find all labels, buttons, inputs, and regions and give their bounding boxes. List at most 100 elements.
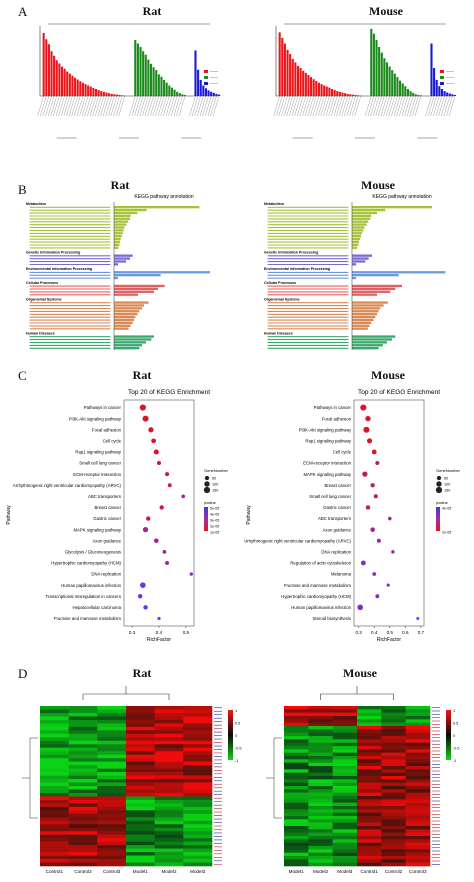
heatmap-column-label: Model1: [133, 869, 149, 874]
kegg-bar: [352, 254, 372, 257]
heatmap-cell: [332, 742, 358, 747]
heatmap-cell: [357, 719, 382, 723]
heatmap-cell: [183, 803, 213, 808]
heatmap-column-label: Model3: [190, 869, 206, 874]
kegg-bar: [352, 338, 392, 341]
heatmap-cell: [284, 776, 309, 780]
kegg-bar: [114, 274, 161, 277]
heatmap-cell: [68, 817, 98, 822]
heatmap-cell: [97, 723, 127, 728]
heatmap-cell: [381, 729, 406, 733]
kegg-bar: [352, 344, 383, 347]
heatmap-cell: [381, 736, 406, 740]
go-bar: [409, 91, 412, 96]
heatmap-cell: [284, 729, 309, 733]
heatmap-cell: [154, 768, 184, 773]
heatmap-cell: [381, 776, 406, 780]
heatmap-cell: [183, 862, 213, 867]
heatmap-cell: [183, 792, 213, 797]
enrich-point: [167, 483, 172, 488]
heatmap-cell: [332, 772, 358, 777]
heatmap-cell: [332, 766, 358, 770]
panel-letter-a: A: [18, 4, 28, 19]
heatmap-cell: [40, 772, 69, 776]
heatmap-cell: [332, 836, 358, 840]
heatmap-cell: [40, 740, 69, 745]
go-bar: [136, 43, 139, 96]
heatmap-cell: [357, 732, 382, 737]
heatmap-cell: [381, 752, 406, 757]
heatmap-cell: [308, 712, 333, 717]
heatmap-cell: [308, 756, 333, 760]
heatmap-cell: [357, 786, 382, 790]
pathway-label: MAPK signaling pathway: [303, 472, 351, 477]
legend-gene-title: GeneNumber: [204, 468, 229, 473]
heatmap-cell: [357, 842, 382, 847]
heatmap-cell: [308, 786, 333, 790]
go-mouse-chart: [273, 23, 457, 139]
heatmap-cell: [154, 831, 184, 835]
go-bar: [66, 71, 69, 96]
go-bar: [323, 85, 326, 96]
heatmap-cell: [381, 792, 406, 797]
go-bar: [304, 72, 307, 96]
go-bar: [118, 94, 121, 96]
enrich-point: [137, 594, 143, 599]
heatmap-cell: [405, 726, 431, 730]
heatmap-cell: [154, 740, 184, 745]
kegg-bar: [352, 214, 372, 218]
go-bar: [181, 94, 184, 96]
heatmap-cell: [97, 740, 127, 745]
heatmap-cell: [357, 736, 382, 740]
heatmap-cell: [332, 762, 358, 767]
heatmap-cell: [357, 822, 382, 827]
go-term-label: [170, 95, 178, 117]
go-bar: [406, 89, 409, 96]
enrich-point: [142, 526, 149, 533]
heatmap-cell: [284, 859, 309, 863]
kegg-bar: [114, 223, 127, 226]
heatmap-cell: [357, 752, 382, 757]
go-term-label: [304, 95, 312, 117]
go-term-label: [66, 95, 73, 117]
heatmap-cell: [183, 817, 213, 822]
heatmap-column-label: Model2: [313, 869, 329, 874]
heatmap-cell: [332, 726, 358, 730]
heatmap-cell: [332, 756, 358, 760]
heatmap-cell: [357, 792, 382, 797]
heatmap-cell: [97, 782, 127, 787]
go-bar: [74, 77, 77, 96]
heatmap-cell: [284, 809, 309, 813]
kegg-bar: [114, 206, 200, 209]
heatmap-cell: [97, 792, 127, 797]
go-term-label: [320, 95, 327, 117]
heatmap-cell: [284, 722, 309, 727]
heatmap-cell: [68, 824, 98, 829]
heatmap-cell: [97, 831, 127, 835]
go-bar: [165, 82, 168, 96]
heatmap-cell: [405, 766, 431, 770]
kegg-bar: [114, 260, 126, 263]
heatmap-cell: [284, 716, 309, 720]
heatmap-cell: [308, 806, 333, 810]
heatmap-cell: [68, 747, 98, 752]
heatmap-cell: [405, 842, 431, 847]
heatmap-cell: [183, 841, 213, 846]
go-bar: [215, 93, 218, 96]
heatmap-cell: [126, 806, 155, 811]
heatmap-cell: [183, 730, 213, 735]
heatmap-cell: [405, 742, 431, 747]
heatmap-cell: [68, 855, 98, 860]
legend-gene-dot: [204, 481, 210, 487]
x-tick-label: 0.5: [387, 630, 394, 635]
heatmap-cell: [405, 812, 431, 817]
heatmap-cell: [381, 742, 406, 747]
heatmap-cell: [68, 709, 98, 714]
heatmap-cell: [284, 792, 309, 797]
heatmap-cell: [381, 706, 406, 710]
kegg-bar: [352, 318, 374, 322]
heatmap-cell: [308, 782, 333, 787]
heatmap-cell: [68, 730, 98, 735]
heatmap-cell: [183, 726, 213, 731]
heatmap-cell: [357, 846, 382, 850]
